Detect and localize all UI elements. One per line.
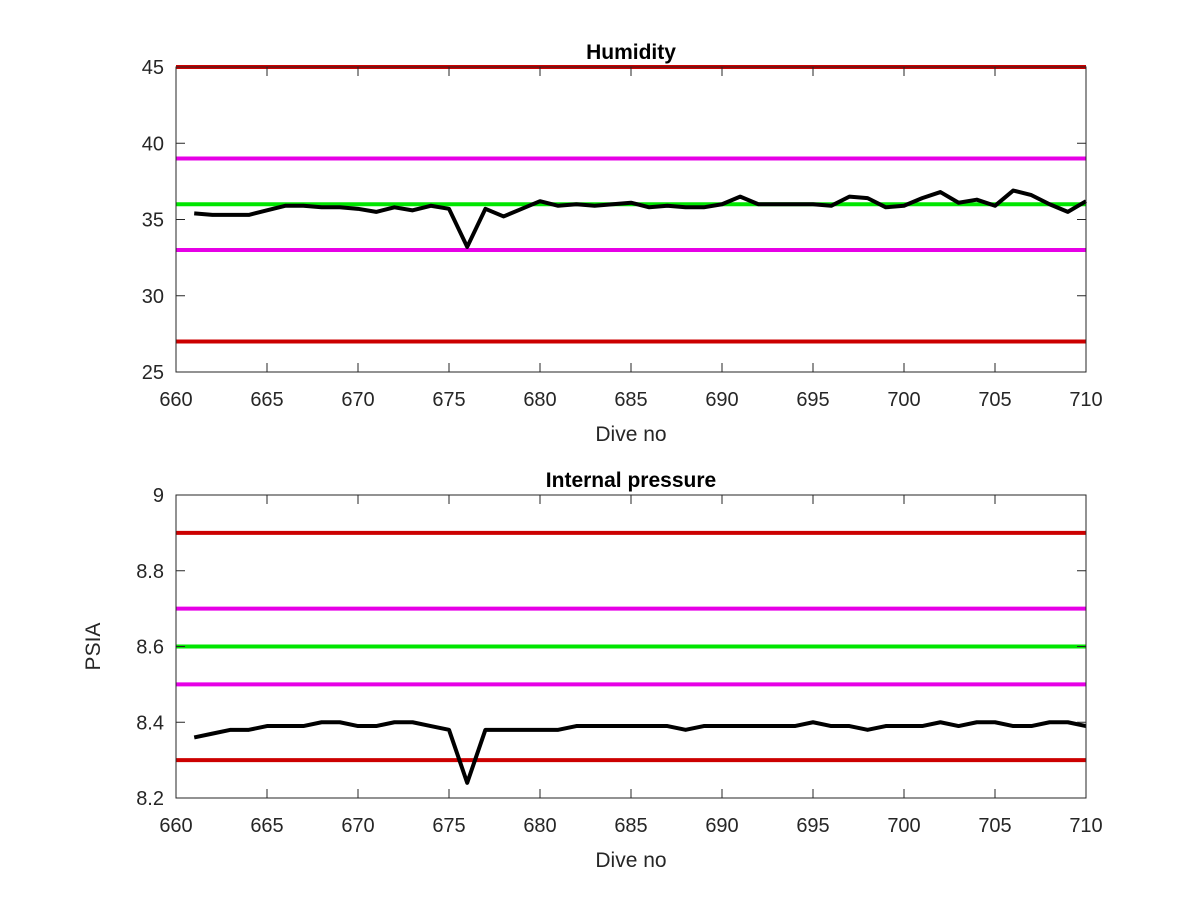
humidity-x-tick-label: 660 <box>159 389 192 411</box>
humidity-x-tick-label: 710 <box>1069 389 1102 411</box>
pressure-x-tick-label: 680 <box>523 815 556 837</box>
humidity-y-tick-label: 40 <box>142 133 164 155</box>
pressure-y-tick-label: 8.8 <box>136 561 164 583</box>
pressure-x-axis-label: Dive no <box>595 849 666 872</box>
pressure-x-tick-label: 710 <box>1069 815 1102 837</box>
humidity-x-tick-label: 705 <box>978 389 1011 411</box>
humidity-x-tick-label: 685 <box>614 389 647 411</box>
pressure-x-tick-label: 700 <box>887 815 920 837</box>
pressure-y-axis-label: PSIA <box>82 623 105 671</box>
pressure-y-tick-label: 8.6 <box>136 637 164 659</box>
pressure-y-tick-label: 9 <box>153 485 164 507</box>
humidity-y-tick-label: 35 <box>142 210 164 232</box>
pressure-x-tick-label: 685 <box>614 815 647 837</box>
humidity-x-axis-label: Dive no <box>595 423 666 446</box>
pressure-series-line-0 <box>193 720 1087 785</box>
pressure-x-tick-label: 670 <box>341 815 374 837</box>
pressure-chart: 660 665 670 675 680 685 690 695 700 705 710 8.2 8.4 8… <box>82 469 1103 872</box>
humidity-title: Humidity <box>586 41 676 64</box>
pressure-title: Internal pressure <box>546 469 716 492</box>
humidity-axes <box>175 66 1087 373</box>
pressure-x-tick-label: 675 <box>432 815 465 837</box>
humidity-x-tick-label: 695 <box>796 389 829 411</box>
pressure-x-tick-label: 705 <box>978 815 1011 837</box>
humidity-x-tick-label: 680 <box>523 389 556 411</box>
humidity-y-tick-label: 45 <box>142 57 164 79</box>
pressure-y-tick-label: 8.2 <box>136 788 164 810</box>
humidity-chart: 660 665 670 675 680 685 690 695 700 705 710 25 30 35 4… <box>142 41 1103 446</box>
humidity-y-tick-label: 30 <box>142 286 164 308</box>
pressure-x-tick-label: 660 <box>159 815 192 837</box>
pressure-y-tick-label: 8.4 <box>136 712 164 734</box>
humidity-y-tick-label: 25 <box>142 362 164 384</box>
humidity-x-tick-label: 670 <box>341 389 374 411</box>
humidity-x-tick-label: 675 <box>432 389 465 411</box>
humidity-x-tick-label: 690 <box>705 389 738 411</box>
pressure-x-tick-label: 695 <box>796 815 829 837</box>
humidity-x-tick-label: 665 <box>250 389 283 411</box>
pressure-x-tick-label: 665 <box>250 815 283 837</box>
humidity-series-line-0 <box>194 188 1088 249</box>
pressure-x-tick-label: 690 <box>705 815 738 837</box>
humidity-x-tick-label: 700 <box>887 389 920 411</box>
